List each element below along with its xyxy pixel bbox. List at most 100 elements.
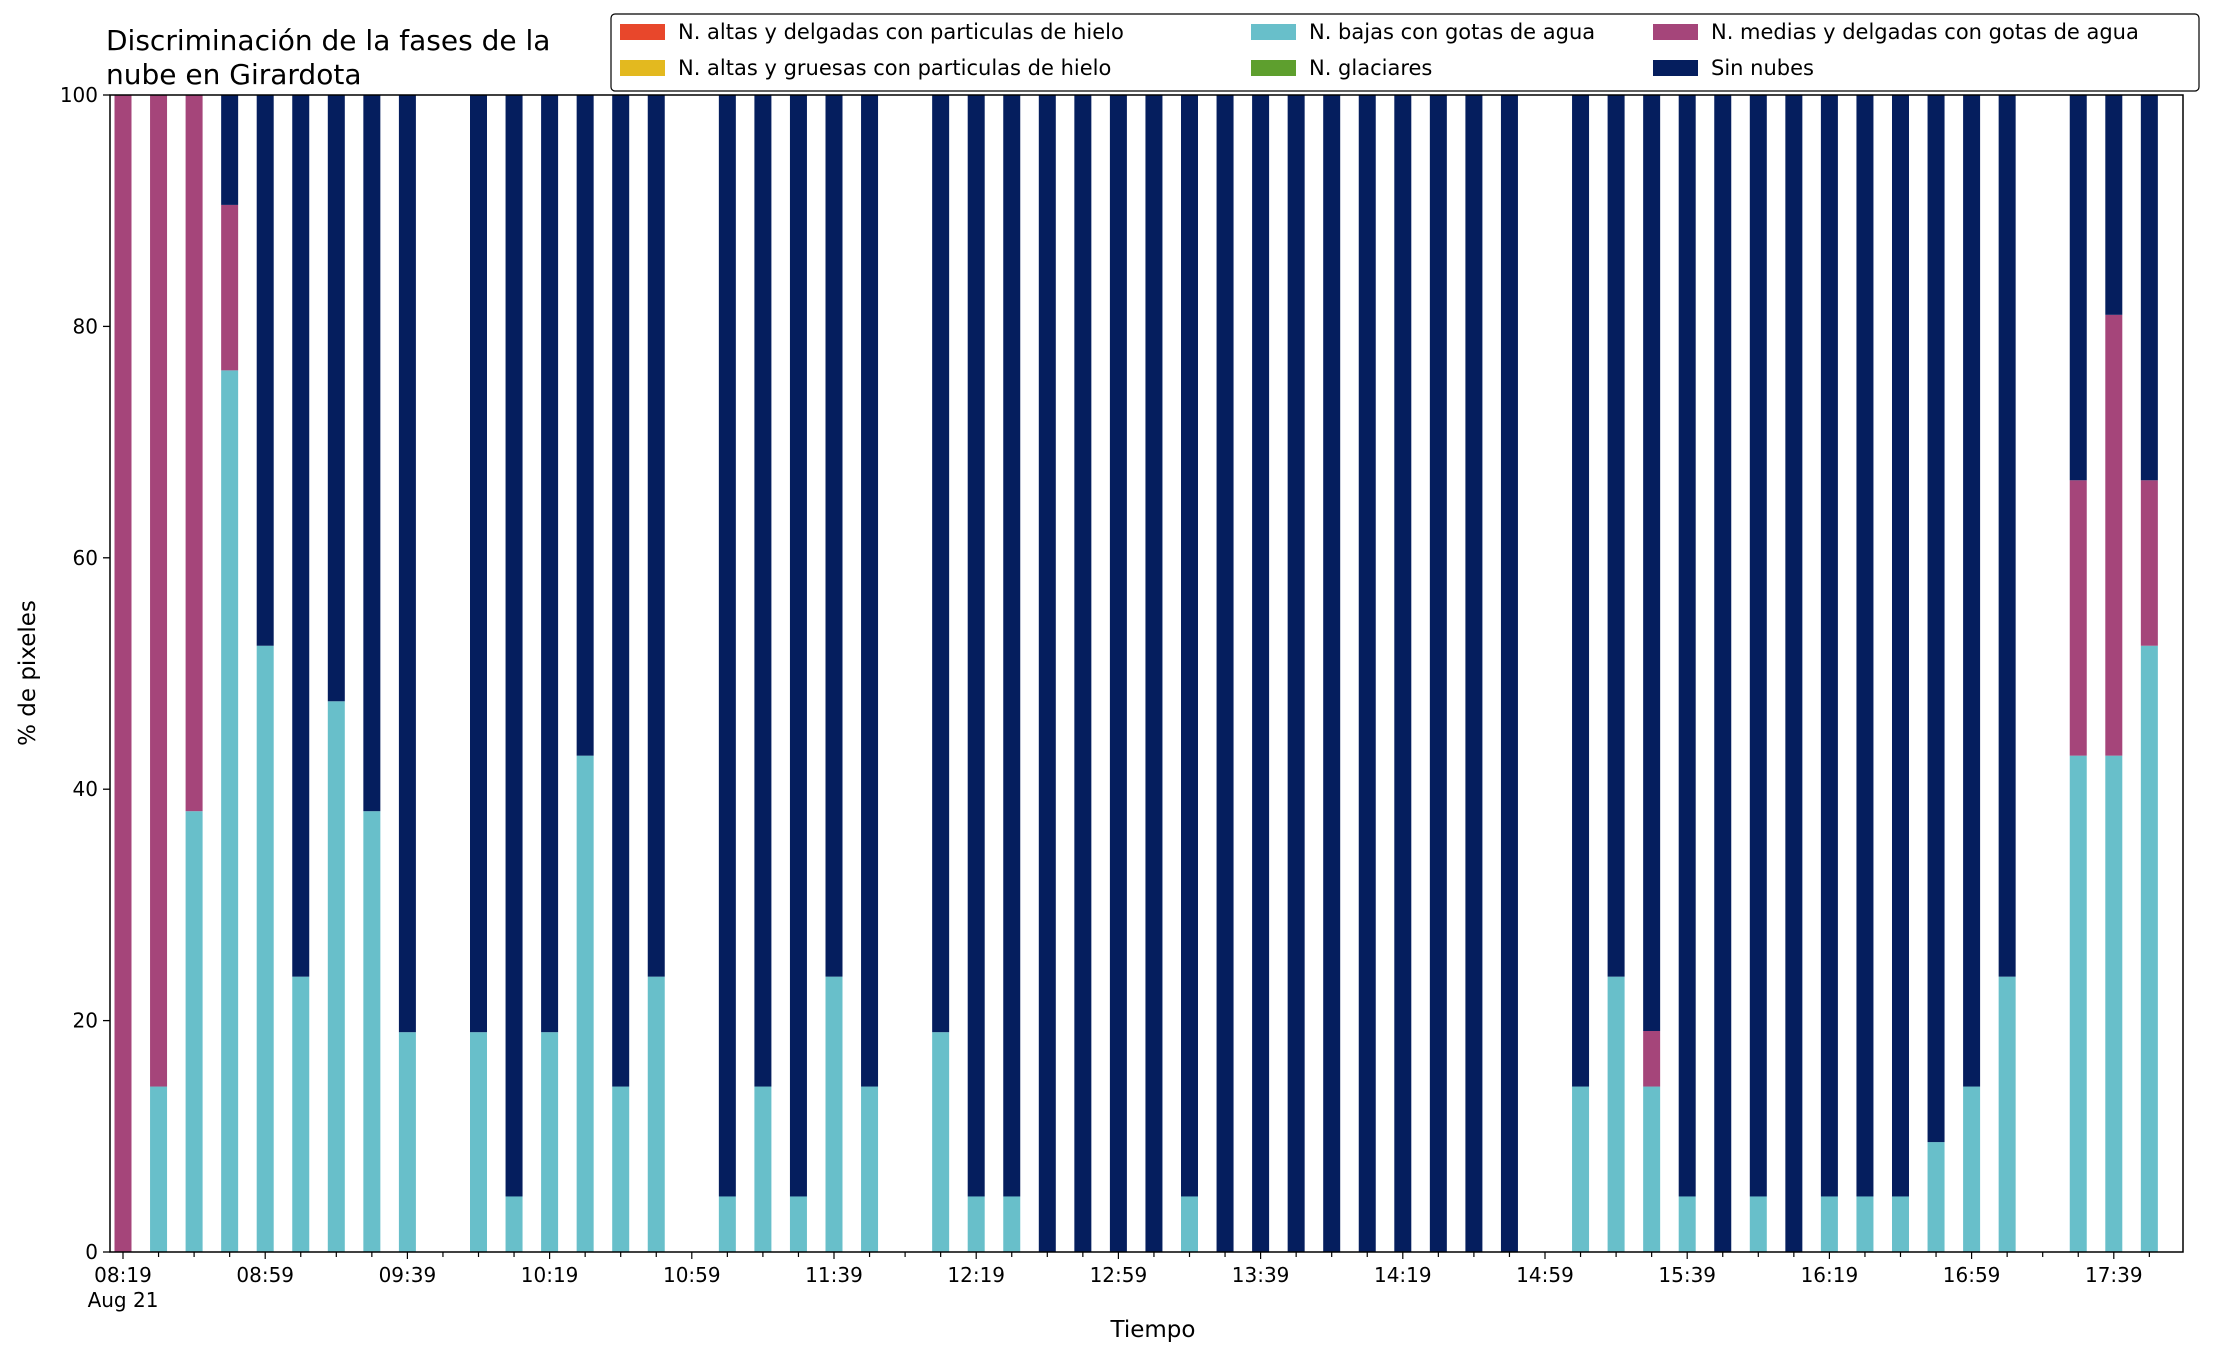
bar-segment — [2069, 480, 2087, 756]
bar-segment — [861, 1086, 879, 1252]
bar-segment — [398, 95, 416, 1033]
bar-segment — [647, 976, 665, 1252]
x-tick-label: 14:19 — [1374, 1263, 1432, 1287]
bar-segment — [754, 95, 772, 1087]
bar-segment — [1998, 95, 2016, 977]
bar-segment — [861, 95, 879, 1087]
bar-segment — [1643, 95, 1661, 1032]
x-tick-label: 12:19 — [947, 1263, 1005, 1287]
bar-segment — [541, 1032, 559, 1252]
bar-segment — [470, 1032, 487, 1252]
legend-swatch — [1653, 60, 1698, 76]
y-tick-label: 20 — [73, 1009, 98, 1033]
x-tick-label: 11:39 — [805, 1263, 863, 1287]
bar-segment — [1963, 1086, 1981, 1252]
bar-segment — [789, 95, 807, 1197]
y-tick-label: 40 — [73, 777, 98, 801]
bar-segment — [327, 701, 345, 1252]
bar-segment — [1572, 1086, 1590, 1252]
bar-segment — [1003, 1196, 1021, 1252]
bar-segment — [1607, 95, 1625, 977]
bar-segment — [1181, 1196, 1198, 1252]
x-tick-label: 10:19 — [521, 1263, 579, 1287]
y-tick-label: 80 — [73, 314, 98, 338]
bar-segment — [1785, 95, 1803, 1252]
legend-swatch — [1653, 24, 1698, 40]
bar-segment — [718, 1196, 736, 1252]
bar-segment — [1500, 95, 1518, 1252]
bar-segment — [1358, 95, 1376, 1252]
legend: N. altas y delgadas con particulas de hi… — [610, 13, 2200, 92]
bar-segment — [576, 755, 594, 1252]
bar-segment — [789, 1196, 807, 1252]
bar-segment — [825, 95, 843, 977]
bar-segment — [1892, 1196, 1909, 1252]
bar-segment — [114, 95, 132, 1252]
bar-segment — [221, 204, 239, 371]
y-tick-label: 100 — [60, 83, 98, 107]
y-axis-label: % de pixeles — [15, 600, 41, 746]
bar-segment — [1892, 95, 1909, 1197]
legend-frame — [610, 13, 2200, 92]
x-tick-label: 14:59 — [1516, 1263, 1574, 1287]
bar-segment — [612, 1086, 630, 1252]
bar-segment — [825, 976, 843, 1252]
bar-segment — [150, 95, 168, 1087]
y-tick-label: 60 — [73, 546, 98, 570]
bar-segment — [1394, 95, 1412, 1252]
bar-segment — [470, 95, 487, 1033]
x-tick-label: 12:59 — [1090, 1263, 1148, 1287]
bar-segment — [1287, 95, 1305, 1252]
bar-segment — [932, 1032, 950, 1252]
x-tick-label: 17:39 — [2085, 1263, 2143, 1287]
plot-frame — [109, 94, 2184, 1253]
bar-segment — [1678, 95, 1696, 1197]
bar-segment — [1678, 1196, 1696, 1252]
bar-segment — [1181, 95, 1198, 1197]
bar-segment — [1749, 1196, 1767, 1252]
bar-segment — [363, 811, 381, 1252]
bar-segment — [221, 370, 239, 1252]
x-tick-label: 10:59 — [663, 1263, 721, 1287]
bar-segment — [1820, 1196, 1838, 1252]
bar-segment — [1252, 95, 1270, 1252]
bar-segment — [256, 645, 274, 1252]
bar-segment — [932, 95, 950, 1033]
bar-segment — [185, 95, 203, 812]
bar-segment — [1749, 95, 1767, 1197]
bar-segment — [2069, 95, 2087, 481]
legend-swatch — [1251, 60, 1296, 76]
bar-segment — [221, 95, 239, 205]
bar-segment — [541, 95, 559, 1033]
bar-segment — [1074, 95, 1092, 1252]
x-tick-label: 08:59 — [236, 1263, 294, 1287]
legend-items: N. altas y delgadas con particulas de hi… — [620, 20, 2139, 80]
bar-segment — [363, 95, 381, 812]
bar-segment — [1465, 95, 1483, 1252]
legend-label: Sin nubes — [1711, 56, 1814, 80]
bar-segment — [1820, 95, 1838, 1197]
bar-segment — [1927, 95, 1945, 1143]
bar-segment — [1429, 95, 1447, 1252]
x-tick-label: 08:19 — [94, 1263, 152, 1287]
bar-segment — [292, 95, 310, 977]
bar-segment — [292, 976, 310, 1252]
bar-segment — [398, 1032, 416, 1252]
x-tick-label: 09:39 — [379, 1263, 437, 1287]
legend-label: N. medias y delgadas con gotas de agua — [1711, 20, 2139, 44]
bar-segment — [1607, 976, 1625, 1252]
bar-segment — [1927, 1142, 1945, 1252]
x-date-label: Aug 21 — [88, 1288, 159, 1312]
bar-segment — [1714, 95, 1732, 1252]
bar-segment — [2140, 95, 2158, 481]
bar-segment — [718, 95, 736, 1197]
bar-segment — [185, 811, 203, 1252]
bar-segment — [1643, 1086, 1661, 1252]
chart-title-line-2: nube en Girardota — [106, 58, 361, 91]
bar-segment — [1145, 95, 1163, 1252]
bar-segment — [1216, 95, 1234, 1252]
bar-segment — [2105, 314, 2123, 756]
bar-segment — [647, 95, 665, 977]
bar-segment — [2105, 95, 2123, 315]
